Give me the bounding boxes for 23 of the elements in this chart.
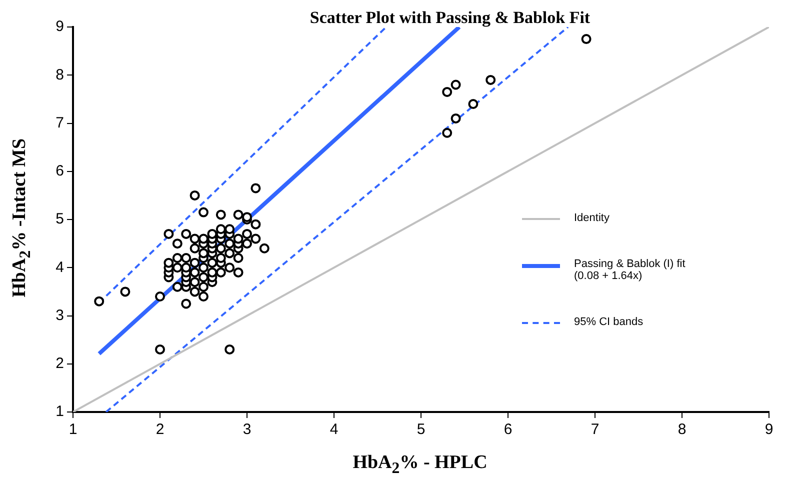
y-tick-label: 3 (56, 306, 64, 324)
y-tick-label: 4 (56, 258, 64, 276)
chart-title: Scatter Plot with Passing & Bablok Fit (308, 8, 592, 28)
y-tick-label: 2 (56, 355, 64, 372)
x-tick-label: 9 (764, 421, 774, 438)
x-tick-label: 5 (416, 421, 426, 438)
y-tick-label: 8 (56, 66, 64, 84)
x-tick-label: 1 (68, 421, 78, 438)
x-tick-label: 3 (242, 421, 252, 438)
y-tick-label: 9 (56, 18, 64, 36)
legend-label: 95% CI bands (574, 316, 644, 328)
x-tick-label: 8 (678, 421, 686, 438)
y-tick-label: 7 (56, 114, 64, 132)
y-tick-label: 1 (56, 403, 64, 420)
x-axis-title: HbA$_{2}$% - HPLC (352, 452, 488, 478)
x-tick-label: 4 (330, 421, 338, 438)
legend-label: Identity (574, 212, 610, 224)
x-tick-label: 7 (590, 421, 600, 438)
x-tick-label: 2 (156, 421, 164, 438)
x-tick-label: 6 (504, 421, 512, 438)
y-tick-label: 5 (56, 210, 64, 228)
y-tick-label: 6 (56, 162, 64, 180)
legend-label: Passing & Bablok (I) fit (0.08 + 1.64x) (574, 258, 686, 282)
